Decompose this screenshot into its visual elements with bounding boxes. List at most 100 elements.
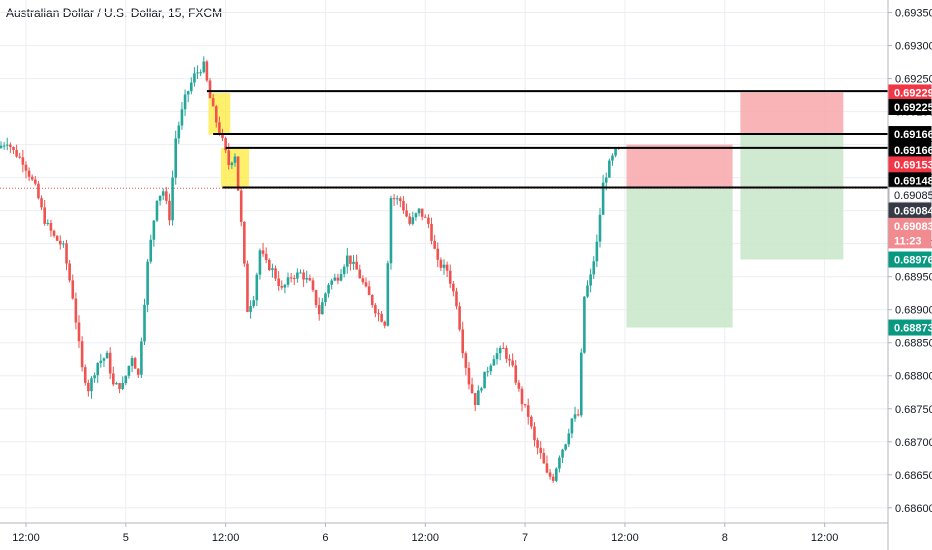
price-tick-label: 0.68650 (895, 470, 932, 482)
candle (608, 160, 611, 178)
candle (405, 210, 408, 217)
price-label-text: 0.69083 (894, 221, 932, 233)
candle (252, 300, 255, 307)
candle (333, 277, 337, 281)
candle (495, 353, 499, 360)
candle (221, 133, 224, 139)
take-profit-zone (740, 134, 844, 260)
candle (283, 284, 287, 288)
candle (545, 463, 549, 473)
candle (327, 284, 330, 294)
candle (34, 179, 37, 184)
candle (190, 82, 193, 92)
candle (274, 268, 277, 279)
candle (583, 296, 586, 353)
candle (80, 341, 84, 368)
candle (211, 98, 215, 107)
candle (598, 214, 602, 242)
price-label-badge (888, 98, 932, 115)
candle (314, 290, 318, 306)
candle (489, 365, 493, 372)
candle (579, 352, 583, 416)
candle (567, 433, 571, 445)
stop-loss-zone (740, 92, 844, 135)
candle (392, 198, 396, 200)
candle (408, 216, 411, 224)
candle (136, 368, 140, 375)
candle (586, 285, 589, 297)
candle (143, 304, 146, 342)
candle (523, 404, 527, 406)
candle (102, 358, 106, 361)
candle (342, 266, 346, 275)
candle (205, 61, 209, 81)
candle (140, 341, 143, 375)
time-tick-label: 8 (722, 532, 728, 544)
candle (399, 198, 402, 202)
price-label-badge (888, 232, 932, 249)
candle (317, 305, 321, 315)
candle (501, 347, 505, 349)
time-tick-label: 5 (123, 532, 129, 544)
candle (21, 157, 25, 165)
candle (573, 414, 577, 419)
candle (517, 382, 521, 389)
candle (115, 383, 118, 385)
candle (551, 476, 555, 481)
candle (83, 367, 87, 383)
candle (486, 371, 489, 373)
time-tick-label: 12:00 (811, 532, 839, 544)
candle (595, 241, 599, 262)
candle (43, 207, 46, 224)
candle (389, 198, 393, 264)
candle (46, 223, 50, 225)
candle (430, 223, 433, 241)
candle (355, 261, 358, 270)
candle (339, 274, 343, 281)
candle (264, 253, 268, 260)
candle (96, 363, 100, 376)
candle (511, 360, 514, 366)
candle (308, 277, 312, 281)
candle (30, 176, 34, 180)
candle (68, 263, 71, 281)
candle (305, 277, 309, 280)
candle (74, 298, 78, 323)
candle (411, 217, 415, 224)
candle (161, 191, 165, 196)
candle (436, 248, 440, 260)
candle (149, 239, 153, 262)
price-label-text: 0.69084 (894, 206, 932, 218)
candle (473, 393, 477, 406)
time-tick-label: 7 (522, 532, 528, 544)
candle (286, 277, 290, 285)
time-tick-label: 12:00 (212, 532, 240, 544)
candle (127, 365, 131, 376)
candle (193, 73, 196, 83)
candle (477, 390, 480, 406)
candle (311, 280, 315, 291)
candle (218, 122, 221, 134)
candle (370, 295, 374, 306)
stop-loss-zone (626, 144, 733, 188)
candle (377, 313, 380, 315)
candle (611, 155, 614, 161)
candle (526, 405, 530, 417)
candle (49, 223, 53, 231)
candle (558, 457, 561, 469)
price-label-badge (888, 156, 932, 173)
candle (589, 274, 592, 286)
candle (592, 261, 596, 275)
price-tick-label: 0.68750 (895, 404, 932, 416)
candle (146, 261, 149, 305)
candle (24, 164, 28, 171)
take-profit-zone (626, 187, 733, 328)
candle (65, 243, 68, 264)
candle (12, 146, 15, 150)
candle (27, 170, 31, 177)
candle (423, 216, 427, 218)
candle (177, 125, 181, 139)
candle (93, 375, 96, 379)
candle (452, 283, 455, 292)
